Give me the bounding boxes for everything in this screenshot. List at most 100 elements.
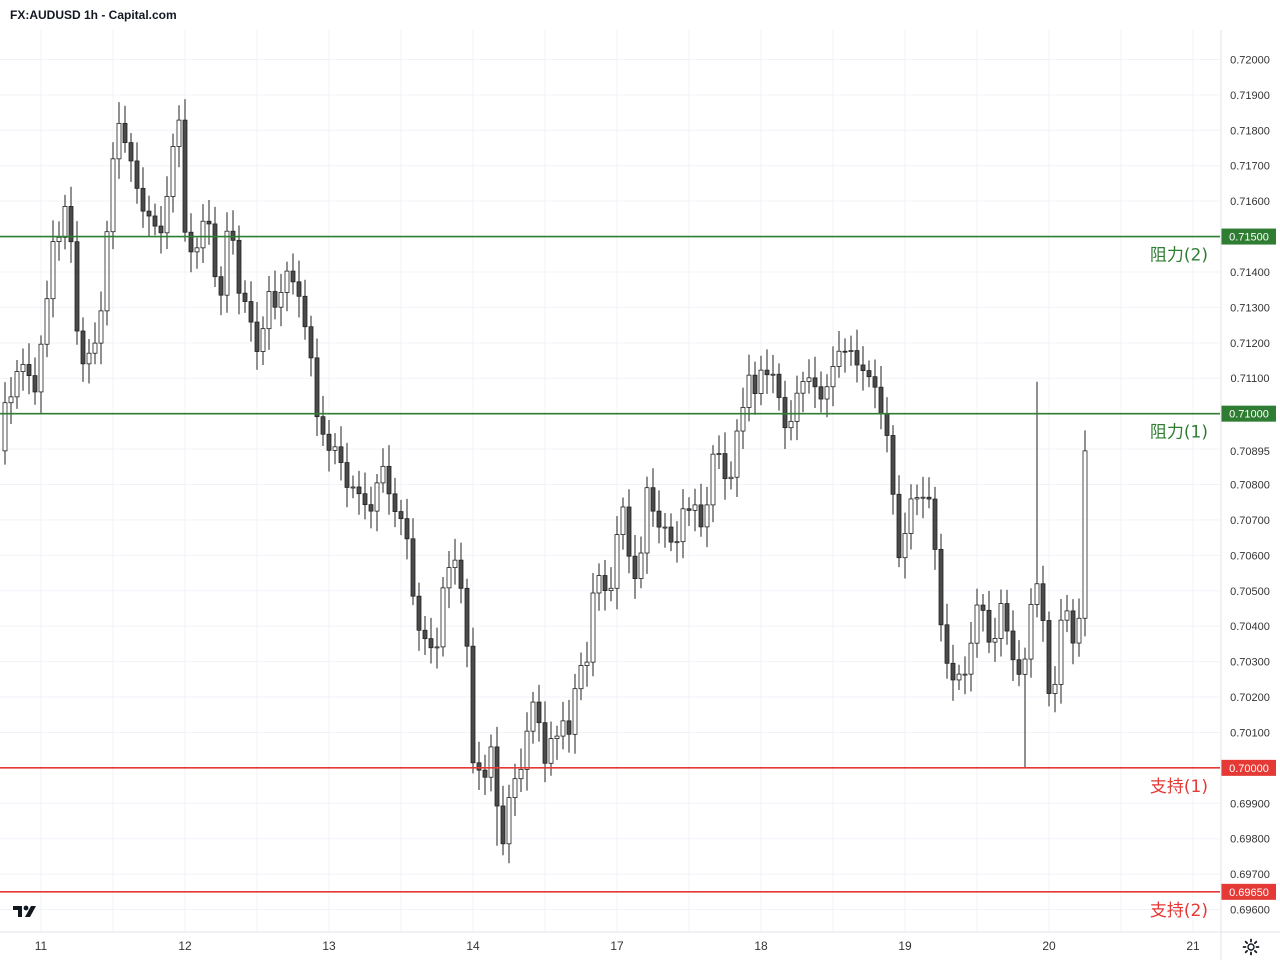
candle-body [620, 506, 626, 536]
y-tick-label: 0.72000 [1230, 54, 1270, 66]
candle-body [356, 486, 362, 495]
candle-body [14, 371, 20, 398]
y-tick-label: 0.70800 [1230, 480, 1270, 492]
price-axis[interactable]: 0.71500 0.71000 0.70000 0.69650 0.72000 0.719… [1220, 30, 1276, 960]
candle-body [848, 350, 854, 352]
x-tick-label: 11 [35, 939, 48, 953]
candle-body [572, 688, 578, 735]
candle-body [404, 518, 410, 540]
candle-body [656, 510, 662, 528]
candle-body [326, 433, 332, 451]
candle-body [488, 746, 494, 778]
candle-body [608, 587, 614, 592]
time-axis[interactable]: 11 12 13 14 17 18 19 20 21 [0, 931, 1280, 953]
candle-body [158, 225, 164, 234]
candle-body [872, 376, 878, 388]
candle-body [254, 321, 260, 352]
price-label-text: 0.71000 [1229, 409, 1269, 421]
candle-body [374, 482, 380, 512]
candle-body [578, 665, 584, 690]
candle-body [974, 604, 980, 644]
candle-body [464, 587, 470, 647]
candle-body [914, 497, 920, 500]
candle-body [68, 206, 74, 243]
candle-body [236, 239, 242, 294]
candle-body [392, 493, 398, 512]
y-tick-label: 0.69700 [1230, 869, 1270, 881]
candle-body [1004, 603, 1010, 632]
candle-body [314, 357, 320, 418]
candle-body [686, 508, 692, 511]
chart-grid [0, 30, 1220, 932]
candle-body [164, 196, 170, 234]
candle-body [62, 206, 68, 238]
price-label-box [1221, 759, 1276, 776]
candle-body [908, 498, 914, 534]
candle-body [56, 236, 62, 242]
candle-body [1046, 620, 1052, 694]
candle-body [932, 498, 938, 550]
y-tick-label: 0.71300 [1230, 302, 1270, 314]
x-tick-label: 12 [178, 939, 192, 953]
candle-body [1028, 604, 1034, 660]
candle-body [512, 778, 518, 799]
candle-body [734, 430, 740, 478]
candle-body [1022, 658, 1028, 675]
y-tick-label: 0.70700 [1230, 515, 1270, 527]
candle-body [434, 646, 440, 649]
candle-body [428, 638, 434, 649]
candle-body [134, 160, 140, 189]
candle-body [740, 407, 746, 432]
x-tick-label: 21 [1186, 939, 1200, 953]
y-tick-label: 0.70200 [1230, 692, 1270, 704]
candle-body [140, 187, 146, 212]
resistance-label: 阻力(2) [1150, 246, 1208, 266]
candle-body [482, 769, 488, 778]
candle-body [782, 397, 788, 429]
candle-body [422, 629, 428, 640]
gear-icon[interactable] [1242, 938, 1260, 956]
candle-body [398, 511, 404, 520]
candle-body [92, 342, 98, 354]
y-tick-label: 0.71700 [1230, 161, 1270, 173]
candle-body [632, 555, 638, 579]
candle-body [1052, 683, 1058, 694]
tradingview-logo-icon[interactable] [11, 901, 39, 921]
candle-body [152, 215, 158, 227]
candle-body [386, 465, 392, 495]
candle-body [542, 722, 548, 764]
support-label: 支持(1) [1150, 777, 1208, 797]
candle-body [890, 435, 896, 495]
candle-body [476, 762, 482, 771]
candle-body [992, 638, 998, 643]
candle-body [74, 241, 80, 332]
x-tick-label: 18 [754, 939, 768, 953]
candle-body [338, 446, 344, 463]
y-tick-label: 0.71600 [1230, 196, 1270, 208]
candle-body [746, 374, 752, 408]
candle-body [692, 504, 698, 511]
x-tick-label: 17 [610, 939, 624, 953]
y-tick-label: 0.71200 [1230, 338, 1270, 350]
candle-body [710, 453, 716, 506]
candle-body [368, 504, 374, 512]
candle-body [662, 526, 668, 529]
candle-body [536, 701, 542, 724]
candle-body [854, 350, 860, 366]
x-tick-label: 13 [322, 939, 336, 953]
y-tick-label: 0.70500 [1230, 586, 1270, 598]
candle-body [302, 295, 308, 328]
y-tick-label: 0.69800 [1230, 834, 1270, 846]
candle-body [938, 549, 944, 626]
y-tick-label: 0.71100 [1231, 373, 1270, 385]
candle-body [698, 504, 704, 528]
price-label-box [1221, 228, 1276, 245]
candle-body [452, 559, 458, 569]
y-tick-label: 0.70100 [1230, 727, 1270, 739]
candle-body [20, 364, 26, 372]
candle-body [230, 230, 236, 241]
candle-body [878, 386, 884, 415]
candle-body [50, 241, 56, 300]
candle-body [380, 465, 386, 484]
